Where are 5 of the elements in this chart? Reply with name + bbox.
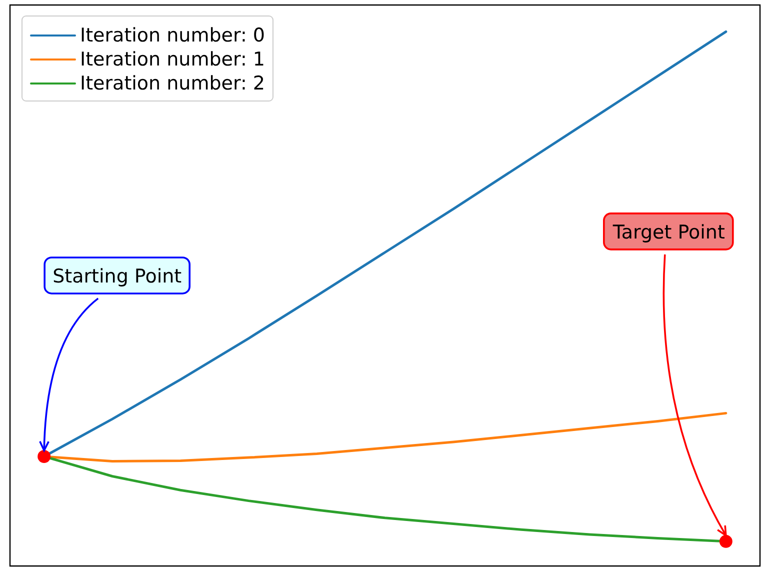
legend-label: Iteration number: 1: [80, 48, 265, 70]
legend-label: Iteration number: 2: [80, 72, 265, 94]
legend-label: Iteration number: 0: [80, 24, 265, 46]
annotation: Target Point: [612, 221, 725, 244]
annotation: Starting Point: [52, 265, 182, 288]
